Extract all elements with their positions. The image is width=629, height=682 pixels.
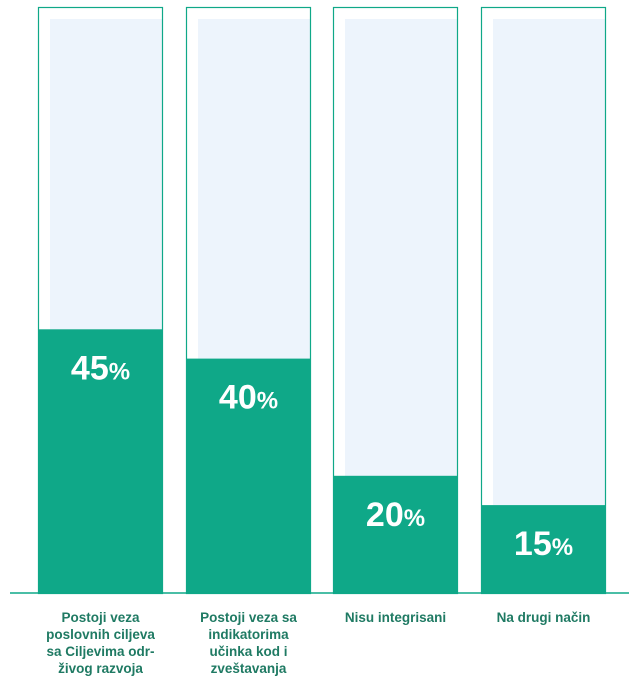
category-label-1: Postoji veza poslovnih ciljeva sa Ciljevim… — [31, 609, 171, 677]
bar-background-4 — [493, 19, 606, 593]
bar-2 — [186, 358, 311, 593]
bar-3 — [333, 475, 458, 593]
value-label-1: 45% — [71, 349, 130, 387]
bar-1 — [38, 329, 163, 593]
category-label-2: Postoji veza sa indikatorima učinka kod i z… — [179, 609, 319, 677]
category-label-line: učinka kod i — [209, 644, 288, 659]
category-label-line: Nisu integrisani — [344, 610, 447, 625]
value-label-3: 20% — [366, 496, 425, 534]
bar-4 — [481, 505, 606, 593]
category-label-line: Postoji veza sa — [200, 610, 297, 625]
category-label-line: Na drugi način — [496, 610, 591, 625]
category-label-line: zveštavanja — [210, 661, 287, 676]
category-label-line: živog razvoja — [58, 661, 143, 676]
category-label-4: Na drugi način — [474, 609, 614, 626]
category-label-3: Nisu integrisani — [326, 609, 466, 626]
category-label-line: poslovnih ciljeva — [46, 627, 155, 642]
value-label-2: 40% — [219, 379, 278, 417]
bars-group: 45% 40% 20% 15% — [37, 6, 607, 595]
value-label-4: 15% — [514, 525, 573, 563]
category-label-line: Postoji veza — [61, 610, 140, 625]
category-label-line: indikatorima — [208, 627, 289, 642]
category-label-line: sa Ciljevima odr- — [46, 644, 155, 659]
